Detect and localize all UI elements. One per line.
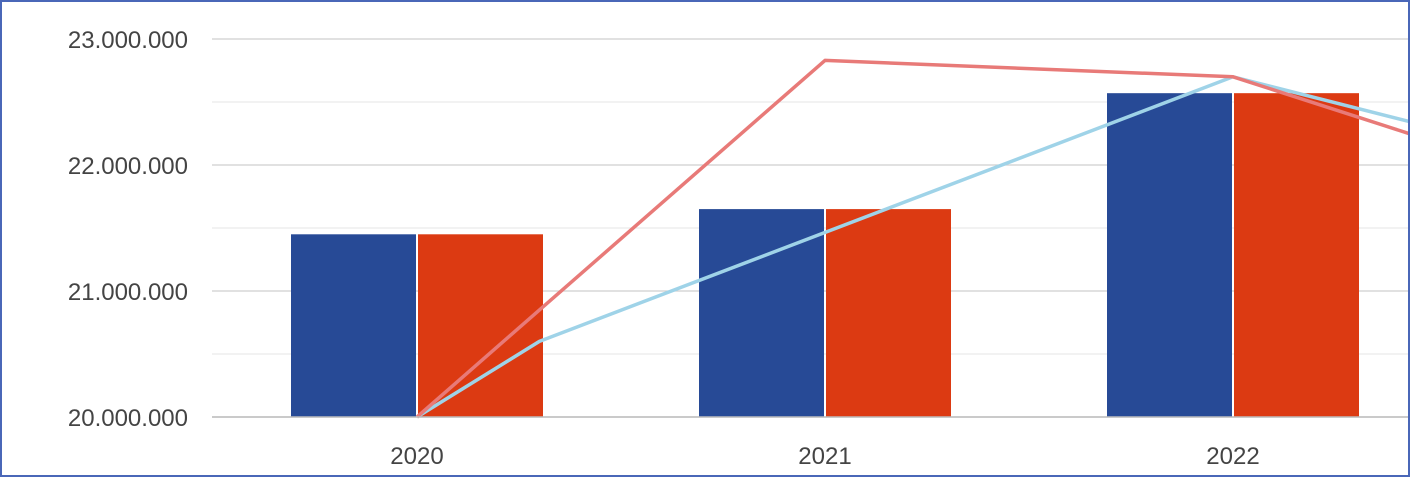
line-series-2 <box>416 75 1408 419</box>
y-tick-label: 20.000.000 <box>68 405 188 432</box>
bar-2021-series-2 <box>826 209 951 417</box>
x-tick-label-2020: 2020 <box>390 443 443 470</box>
line-series-1 <box>415 58 1408 419</box>
bar-2021-series-1 <box>699 209 824 417</box>
x-tick-label-2022: 2022 <box>1206 443 1259 470</box>
bar-2020-series-1 <box>291 234 416 417</box>
y-tick-label: 23.000.000 <box>68 27 188 54</box>
y-tick-label: 22.000.000 <box>68 153 188 180</box>
bar-2022-series-1 <box>1107 93 1232 418</box>
y-tick-label: 21.000.000 <box>68 279 188 306</box>
x-tick-label-2021: 2021 <box>798 443 851 470</box>
bar-2022-series-2 <box>1234 93 1359 418</box>
bar-2020-series-2 <box>418 234 543 417</box>
